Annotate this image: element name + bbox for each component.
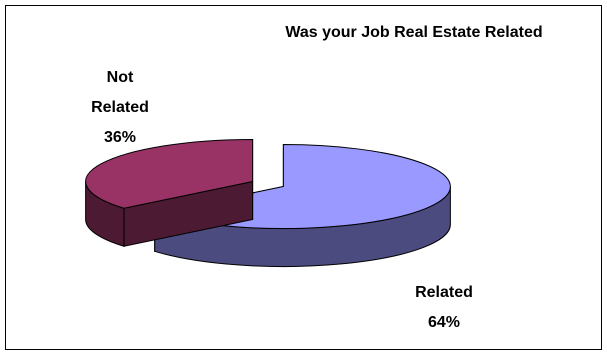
label-not-related-name-1: Related	[91, 99, 149, 116]
chart-frame: Was your Job Real Estate Related Related…	[5, 5, 602, 350]
pie-chart: Was your Job Real Estate Related Related…	[85, 24, 543, 331]
label-not-related-name-0: Not	[107, 69, 134, 86]
label-not-related-percent: 36%	[104, 129, 136, 146]
label-related-name-0: Related	[415, 284, 473, 301]
slice-not-related	[85, 138, 254, 247]
pie-group	[85, 138, 451, 268]
slice-labels: Related 64% Not Related 36%	[91, 69, 473, 331]
chart-title: Was your Job Real Estate Related	[285, 24, 542, 41]
slice-not-related-top	[85, 138, 254, 209]
label-related-percent: 64%	[428, 314, 460, 331]
